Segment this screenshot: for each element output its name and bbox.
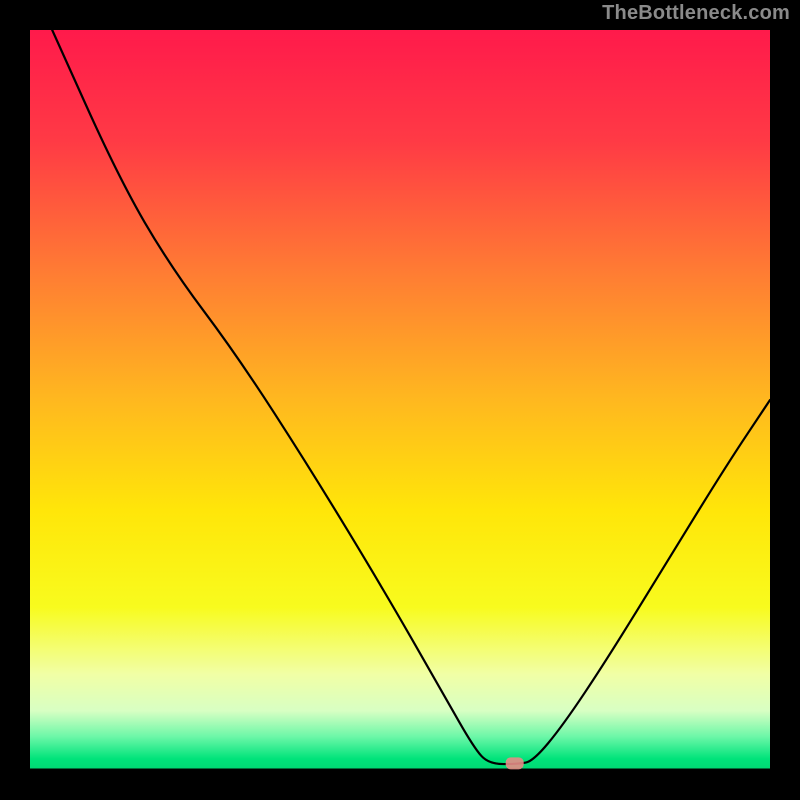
plot-background: [30, 30, 770, 770]
watermark-text: TheBottleneck.com: [602, 2, 790, 25]
chart-stage: { "watermark": { "text": "TheBottleneck.…: [0, 0, 800, 800]
optimal-marker: [506, 757, 524, 769]
bottleneck-chart: [0, 0, 800, 800]
